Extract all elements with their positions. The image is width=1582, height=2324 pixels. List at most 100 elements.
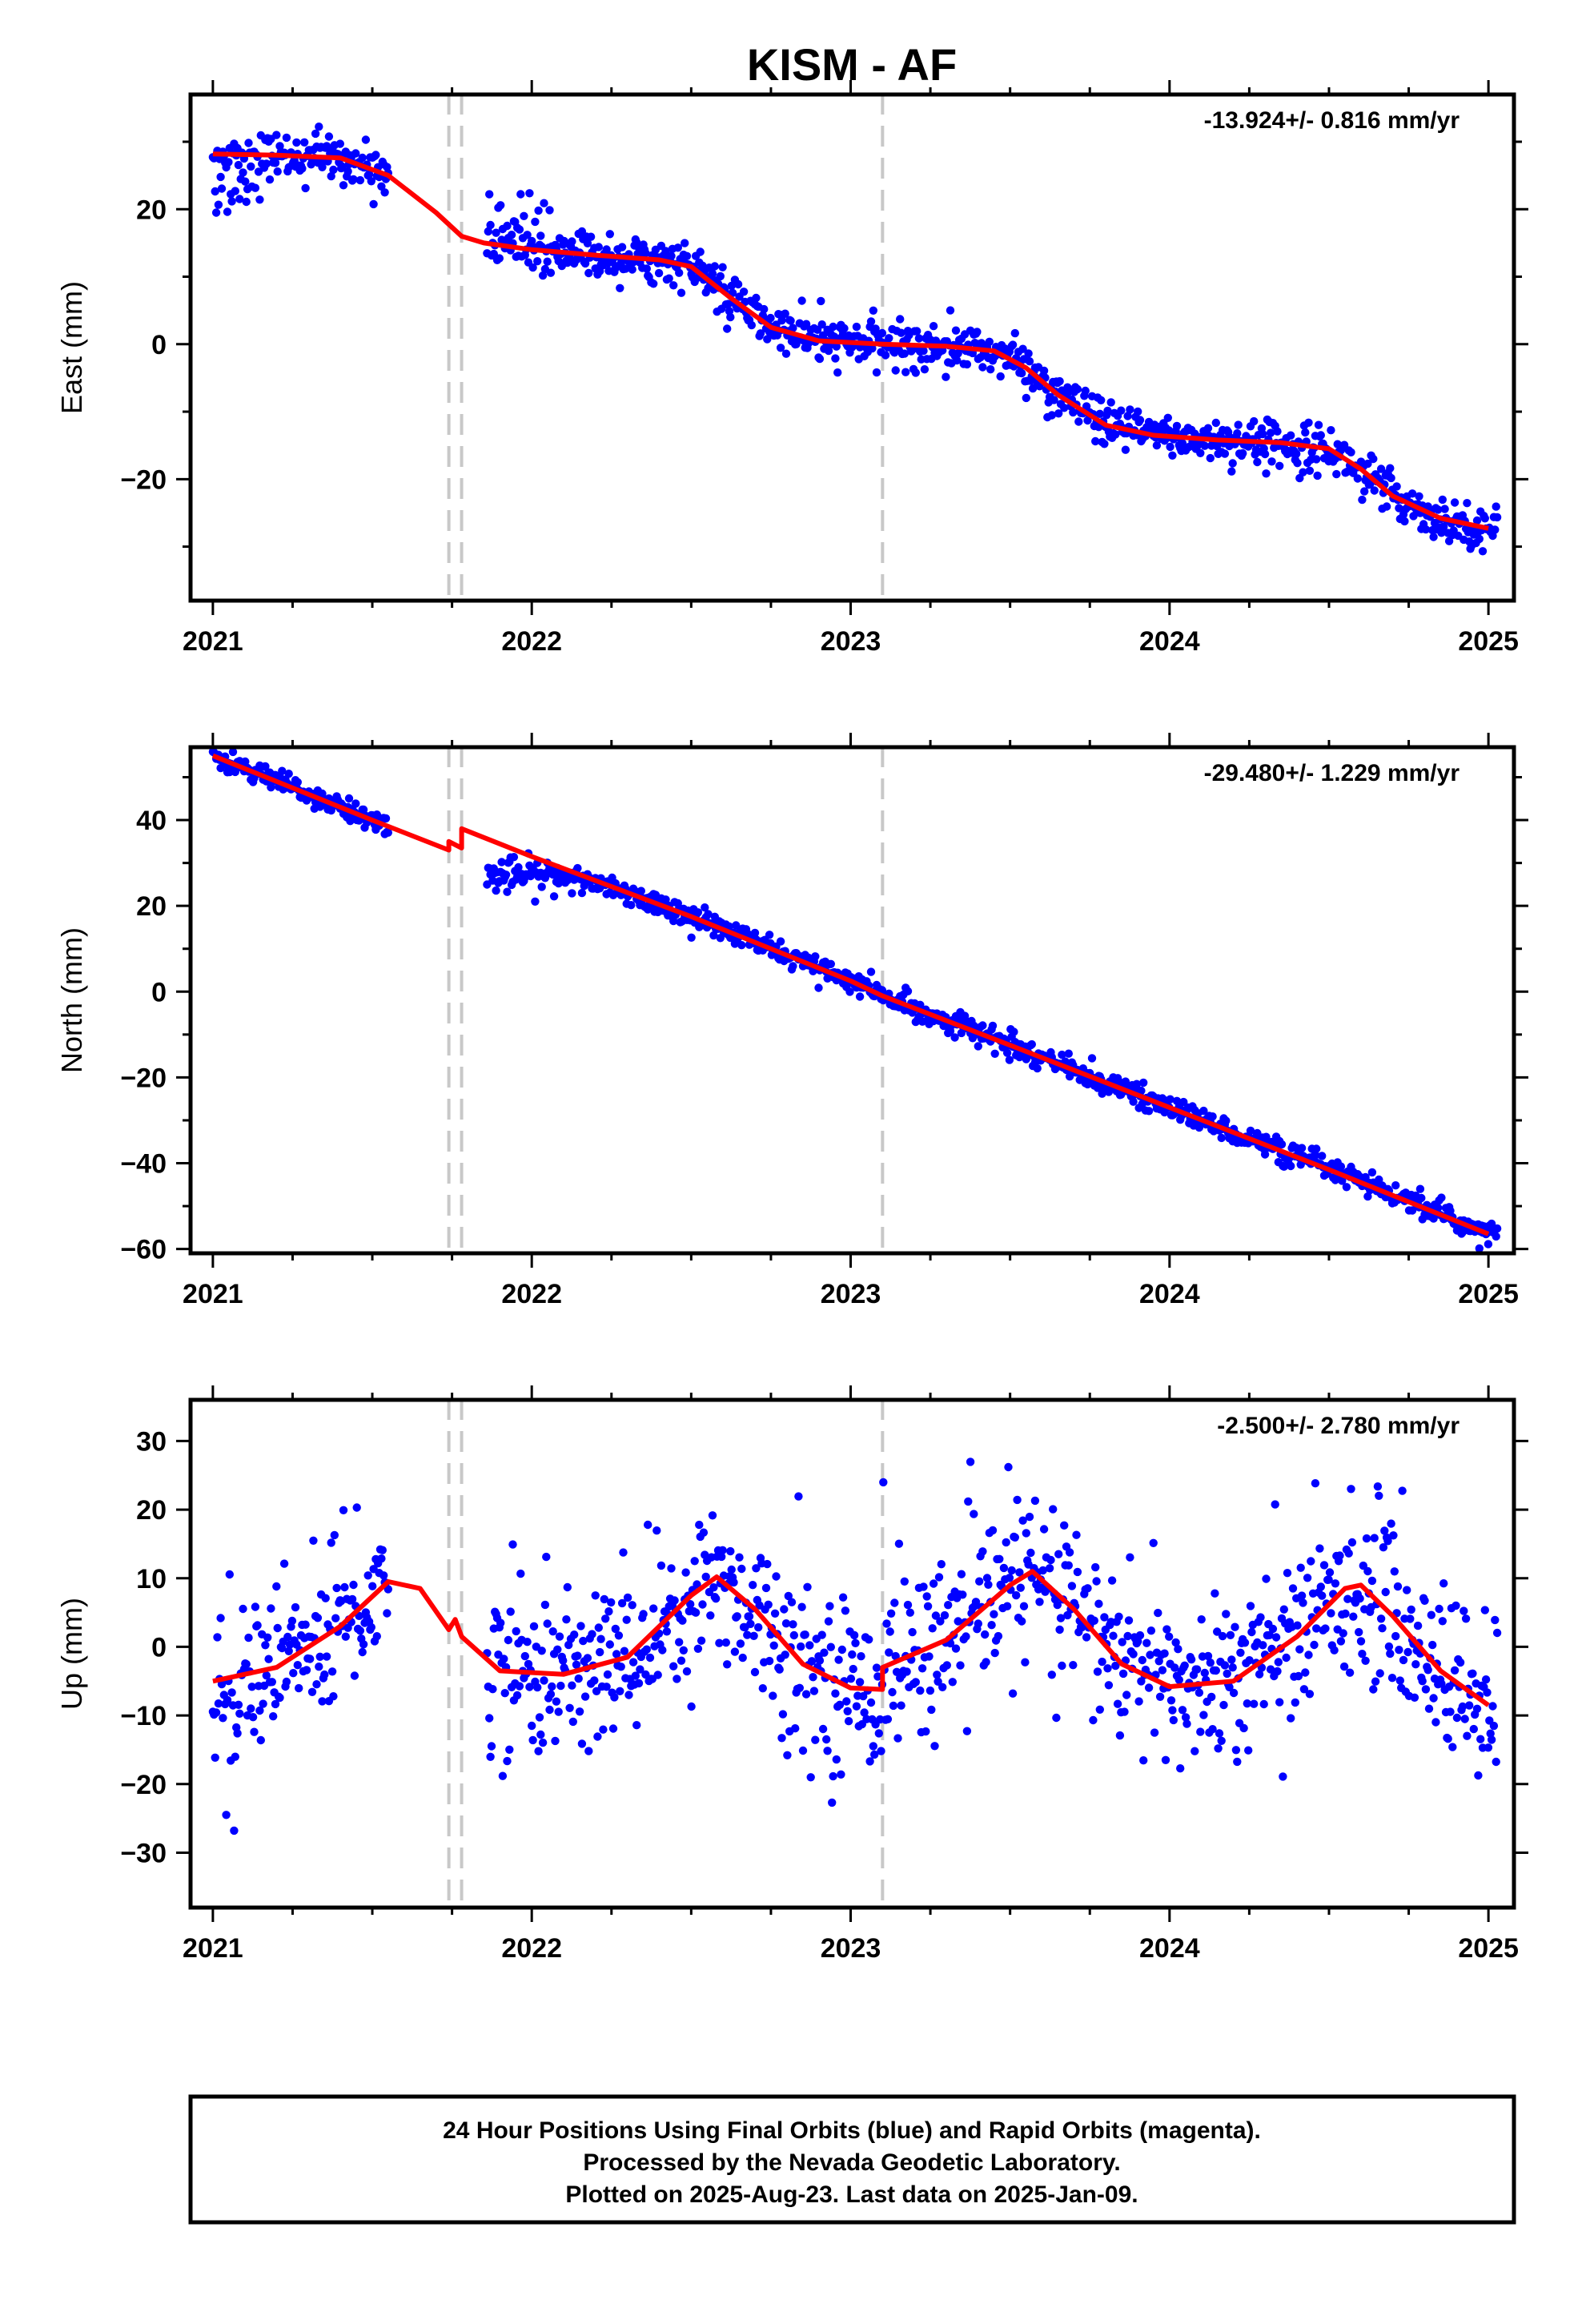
data-point — [247, 162, 255, 171]
data-point — [529, 1622, 539, 1631]
data-point — [978, 1021, 987, 1030]
data-point — [1091, 436, 1100, 446]
data-point — [988, 1526, 998, 1535]
data-point — [764, 1600, 773, 1610]
data-point — [588, 1630, 596, 1638]
data-point — [1120, 1707, 1129, 1716]
data-point — [1484, 1743, 1493, 1752]
footer-frame — [188, 2094, 1516, 2225]
data-point — [1483, 1688, 1492, 1697]
data-point — [803, 1582, 812, 1592]
data-point — [233, 1729, 242, 1738]
data-point — [981, 1630, 990, 1639]
data-point — [1220, 1661, 1230, 1670]
data-point — [718, 1546, 727, 1555]
data-point — [275, 1693, 284, 1703]
data-point — [1399, 1655, 1408, 1665]
data-point — [801, 1630, 809, 1639]
data-point — [492, 886, 500, 895]
data-point — [825, 1602, 834, 1610]
data-point — [928, 1624, 937, 1633]
data-point — [791, 1724, 800, 1733]
data-point — [1231, 1622, 1239, 1631]
data-point — [1492, 1224, 1502, 1233]
data-point — [1083, 1584, 1092, 1593]
data-point — [1299, 1598, 1307, 1607]
data-point — [1123, 412, 1132, 420]
data-point — [1458, 1228, 1468, 1236]
data-point — [829, 322, 837, 332]
data-point — [957, 1028, 966, 1038]
data-point — [829, 1771, 837, 1781]
data-point — [1073, 384, 1082, 394]
data-point — [1313, 471, 1322, 480]
y-tick-label: −30 — [120, 1838, 167, 1868]
data-point — [586, 232, 596, 241]
x-tick-label: 2022 — [501, 1933, 562, 1964]
data-point — [737, 1564, 746, 1574]
data-point — [1199, 1106, 1208, 1116]
data-point — [301, 1620, 310, 1629]
data-point — [1375, 1669, 1384, 1678]
data-point — [885, 1648, 893, 1657]
data-point — [1239, 448, 1247, 458]
data-point — [583, 1654, 592, 1663]
data-point — [1231, 1746, 1241, 1755]
data-point — [1288, 1584, 1298, 1593]
data-point — [948, 1678, 958, 1687]
data-point — [577, 888, 587, 898]
data-point — [327, 1667, 337, 1676]
data-point — [1316, 1582, 1326, 1591]
data-point — [1250, 1699, 1259, 1708]
data-point — [1283, 1569, 1292, 1578]
data-point — [1295, 1645, 1304, 1654]
data-point — [628, 1601, 636, 1610]
data-point — [278, 766, 287, 775]
data-point — [1275, 1698, 1284, 1707]
data-point — [1200, 441, 1210, 450]
data-point — [820, 1648, 829, 1657]
data-point — [562, 1615, 571, 1624]
data-point — [750, 1667, 760, 1677]
data-point — [1126, 1553, 1134, 1562]
data-point — [681, 239, 689, 247]
data-point — [331, 1614, 340, 1622]
data-point — [241, 757, 250, 766]
data-point — [927, 1705, 936, 1715]
data-point — [554, 1707, 563, 1716]
data-point — [1035, 1598, 1044, 1606]
data-point — [231, 1752, 239, 1761]
data-point — [1293, 459, 1302, 468]
data-point — [1218, 1631, 1227, 1641]
data-point — [908, 1627, 917, 1637]
north-panel: 2021 2022 2023 2024 2025 40 20 0 −20 −40 −60 North … — [55, 733, 1528, 1309]
data-point — [1097, 396, 1106, 404]
data-point — [704, 910, 713, 919]
data-point — [1244, 1746, 1253, 1755]
data-point — [1480, 514, 1490, 523]
data-point — [352, 1503, 361, 1512]
data-point — [851, 1638, 860, 1647]
data-point — [1367, 1168, 1377, 1177]
data-point — [669, 281, 678, 290]
data-point — [306, 1655, 315, 1663]
data-point — [1243, 1699, 1252, 1708]
data-point — [1163, 413, 1173, 422]
data-point — [247, 1683, 256, 1691]
data-point — [868, 344, 877, 353]
data-point — [1134, 1697, 1143, 1706]
data-point — [1154, 1608, 1162, 1618]
data-point — [1117, 406, 1126, 415]
data-point — [761, 1583, 771, 1593]
data-point — [1341, 1609, 1350, 1618]
data-point — [1025, 357, 1034, 366]
data-point — [1024, 349, 1033, 358]
data-point — [951, 326, 961, 335]
data-point — [701, 903, 709, 912]
data-point — [817, 1630, 826, 1639]
data-point — [866, 317, 876, 326]
data-point — [329, 1692, 338, 1701]
data-point — [776, 937, 785, 946]
data-point — [612, 1650, 621, 1659]
data-point — [1391, 1181, 1400, 1190]
